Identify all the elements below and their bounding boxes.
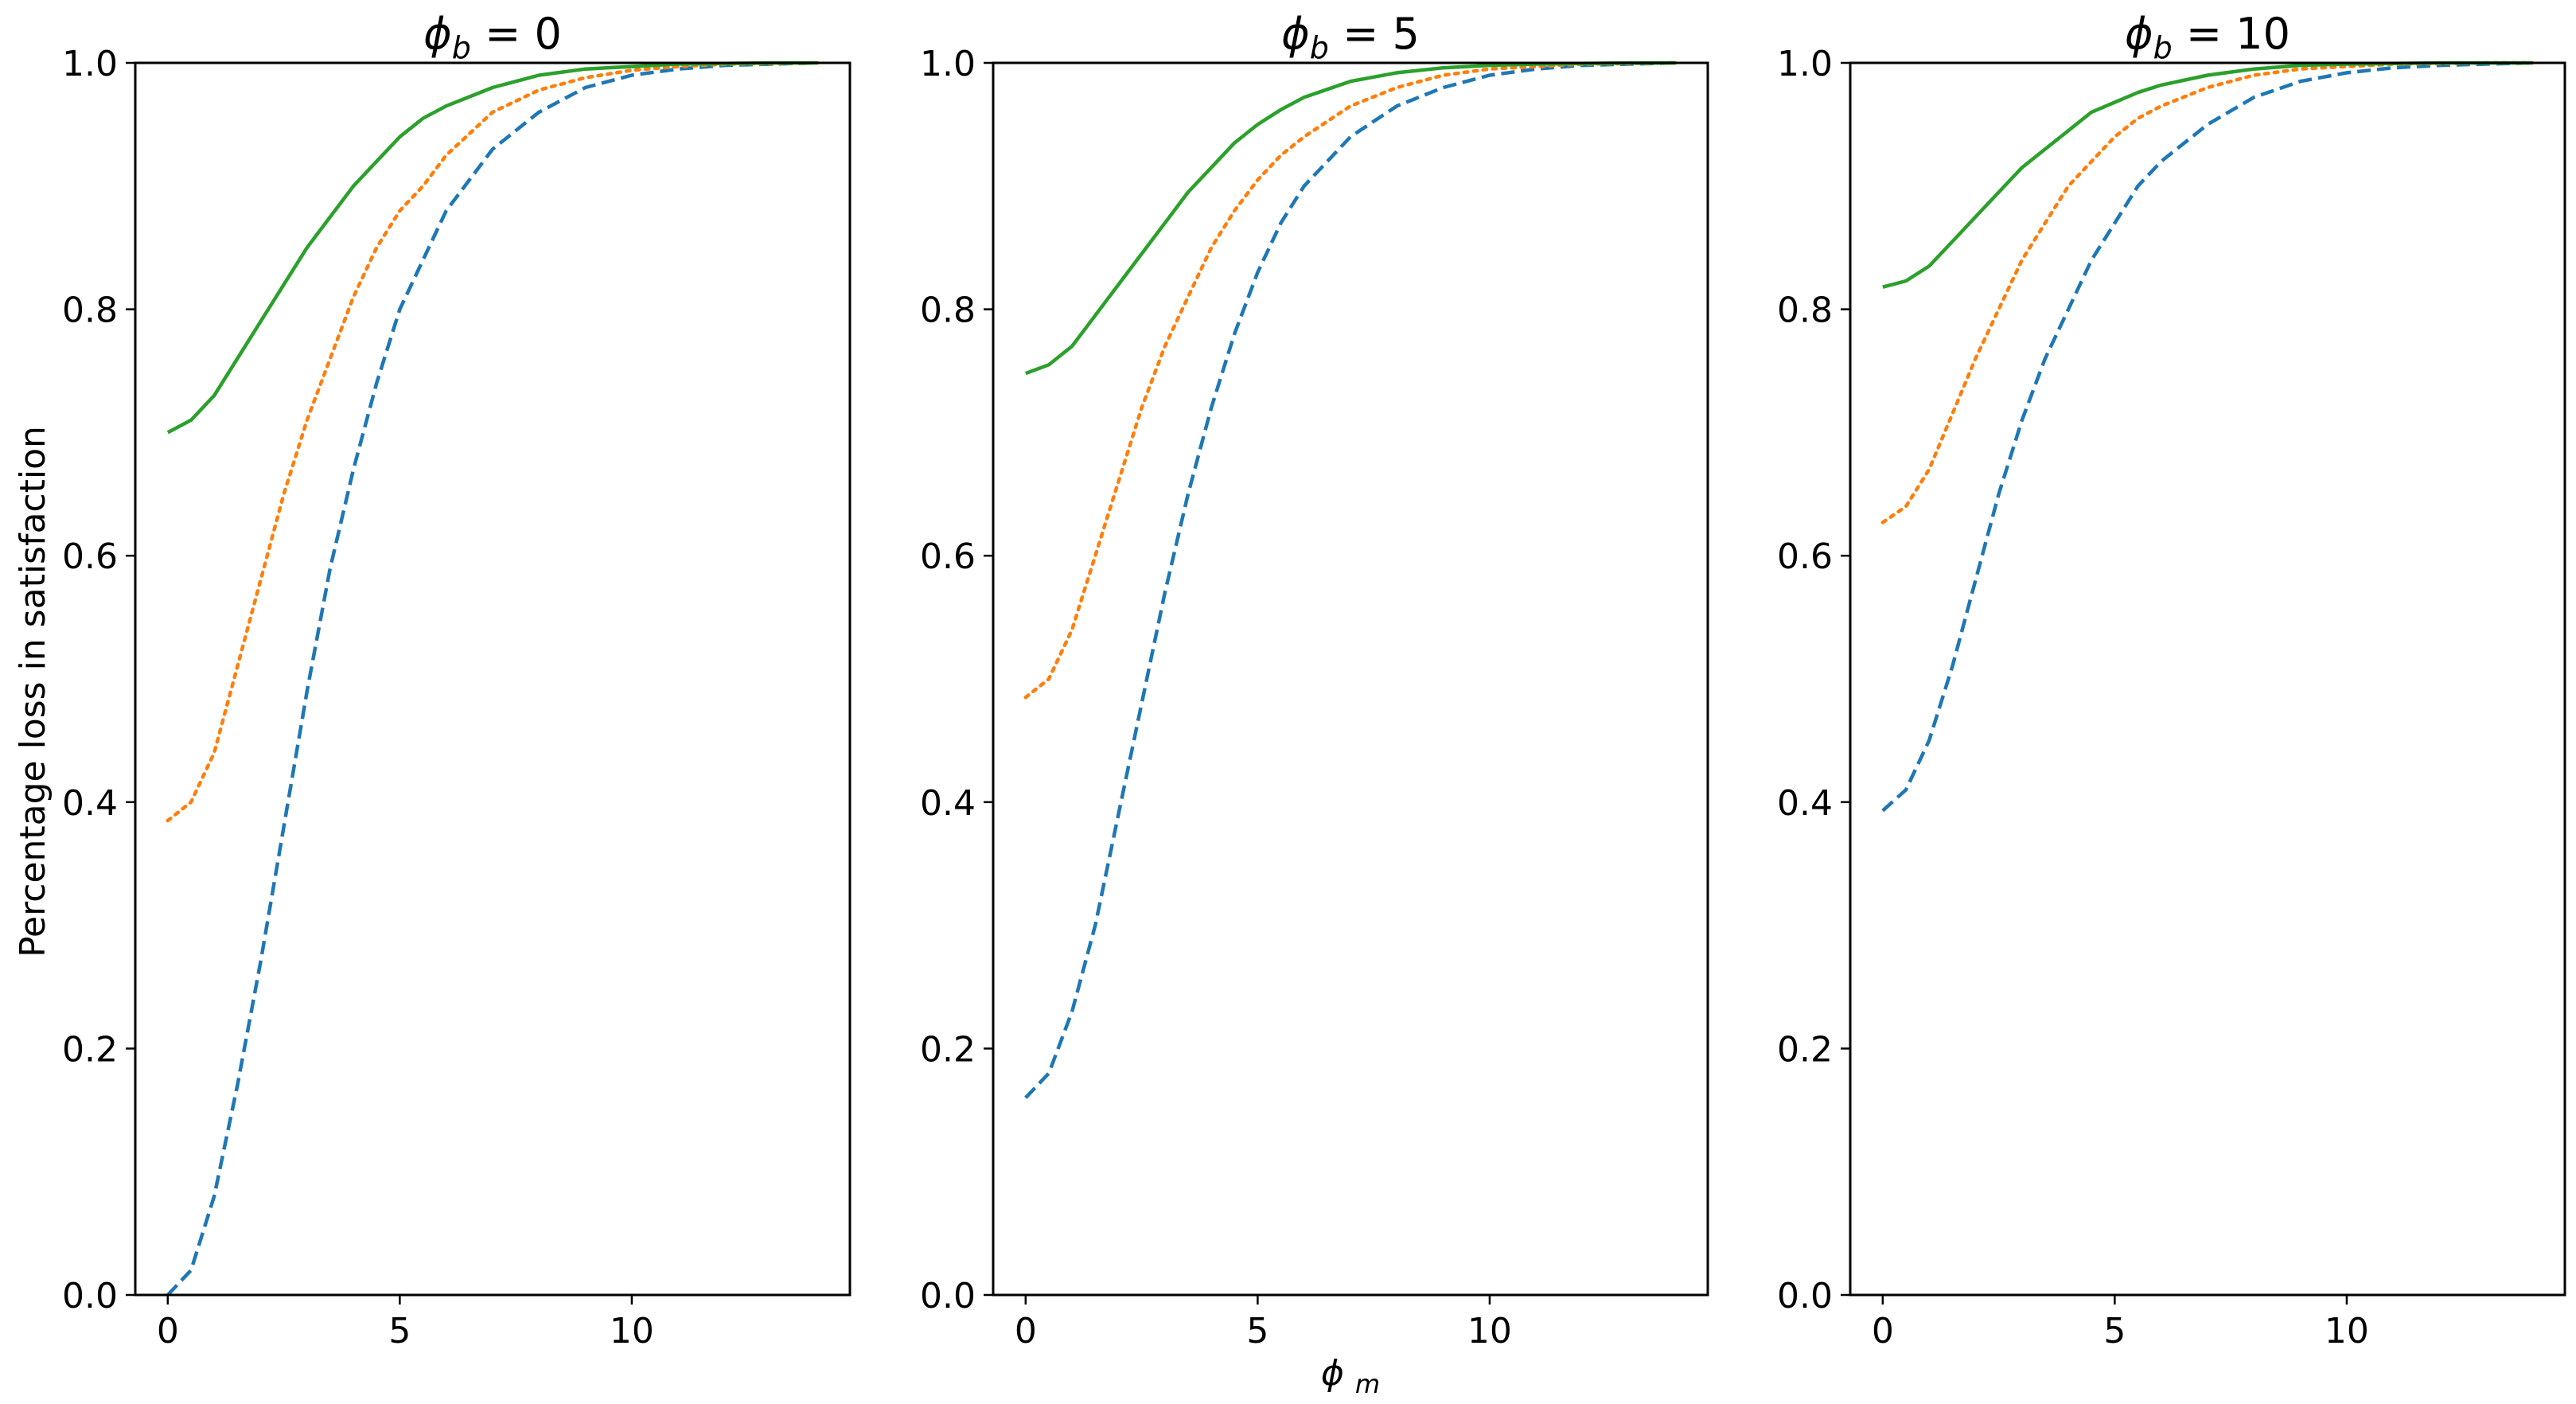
title-subscript: b [1310, 30, 1329, 65]
figure-xlabel: ϕ m [1321, 1353, 1380, 1399]
plot-area-frame [992, 61, 1709, 1297]
x-tick-label: 10 [1467, 1311, 1512, 1351]
panel-title: ϕb = 5 [1281, 9, 1420, 65]
y-tick-label: 0.6 [1777, 536, 1833, 577]
series-line-dotted [1023, 60, 1678, 700]
y-tick-label: 0.6 [920, 536, 976, 577]
plot-area-frame [1849, 61, 2566, 1297]
x-tick-label: 5 [1246, 1311, 1269, 1351]
y-tick-label: 0.0 [62, 1276, 118, 1316]
panel-title: ϕb = 0 [423, 9, 562, 65]
title-value: = 5 [1329, 9, 1420, 59]
chart-panel-3: 0.0 0.2 0.4 0.6 0.8 1.0 0 5 10 ϕb = 10 [1777, 9, 2566, 1351]
figure-ylabel: Percentage loss in satisfaction [13, 426, 53, 957]
chart-panel-1: 0.0 0.2 0.4 0.6 0.8 1.0 0 5 10 ϕb = 0 [62, 9, 852, 1351]
title-symbol: ϕ [1281, 9, 1310, 59]
series-line-dotted [166, 60, 820, 823]
x-tick-label: 5 [388, 1311, 411, 1351]
figure-xlabel-text: ϕ [1321, 1353, 1344, 1394]
series-line-solid [1025, 60, 1676, 376]
series-line-dashed [1881, 60, 2533, 813]
x-tick-label: 5 [2103, 1311, 2126, 1351]
figure-xlabel-subscript: m [1355, 1369, 1380, 1399]
y-tick-label: 0.6 [62, 536, 118, 577]
y-tick-label: 1.0 [1777, 44, 1833, 84]
x-tick-label: 10 [610, 1311, 654, 1351]
series-line-dotted [1880, 60, 2535, 525]
title-symbol: ϕ [423, 9, 452, 59]
title-value: = 0 [471, 9, 562, 59]
y-tick-label: 1.0 [62, 44, 118, 84]
y-tick-label: 0.2 [920, 1029, 976, 1070]
chart-panel-2: 0.0 0.2 0.4 0.6 0.8 1.0 0 5 10 ϕb = 5 [920, 9, 1709, 1351]
y-tick-label: 0.8 [62, 291, 118, 331]
y-tick-label: 0.8 [920, 291, 976, 331]
x-tick-label: 10 [2325, 1311, 2369, 1351]
y-tick-label: 0.4 [62, 783, 118, 824]
title-value: = 10 [2173, 9, 2290, 59]
series-line-dashed [1024, 60, 1676, 1099]
y-tick-label: 0.2 [62, 1029, 118, 1070]
y-tick-label: 1.0 [920, 44, 976, 84]
title-symbol: ϕ [2125, 9, 2153, 59]
y-tick-label: 0.4 [920, 783, 976, 824]
x-tick-label: 0 [1015, 1311, 1037, 1351]
x-tick-label: 0 [157, 1311, 179, 1351]
series-line-solid [166, 60, 818, 435]
y-tick-label: 0.8 [1777, 291, 1833, 331]
panel-title: ϕb = 10 [2125, 9, 2290, 65]
y-tick-label: 0.0 [1777, 1276, 1833, 1316]
y-tick-label: 0.0 [920, 1276, 976, 1316]
y-tick-label: 0.4 [1777, 783, 1833, 824]
series-line-solid [1882, 60, 2533, 289]
title-subscript: b [452, 30, 471, 65]
plot-area-frame [134, 61, 852, 1297]
x-tick-label: 0 [1872, 1311, 1894, 1351]
y-tick-label: 0.2 [1777, 1029, 1833, 1070]
title-subscript: b [2153, 30, 2173, 65]
series-line-dashed [166, 60, 818, 1297]
